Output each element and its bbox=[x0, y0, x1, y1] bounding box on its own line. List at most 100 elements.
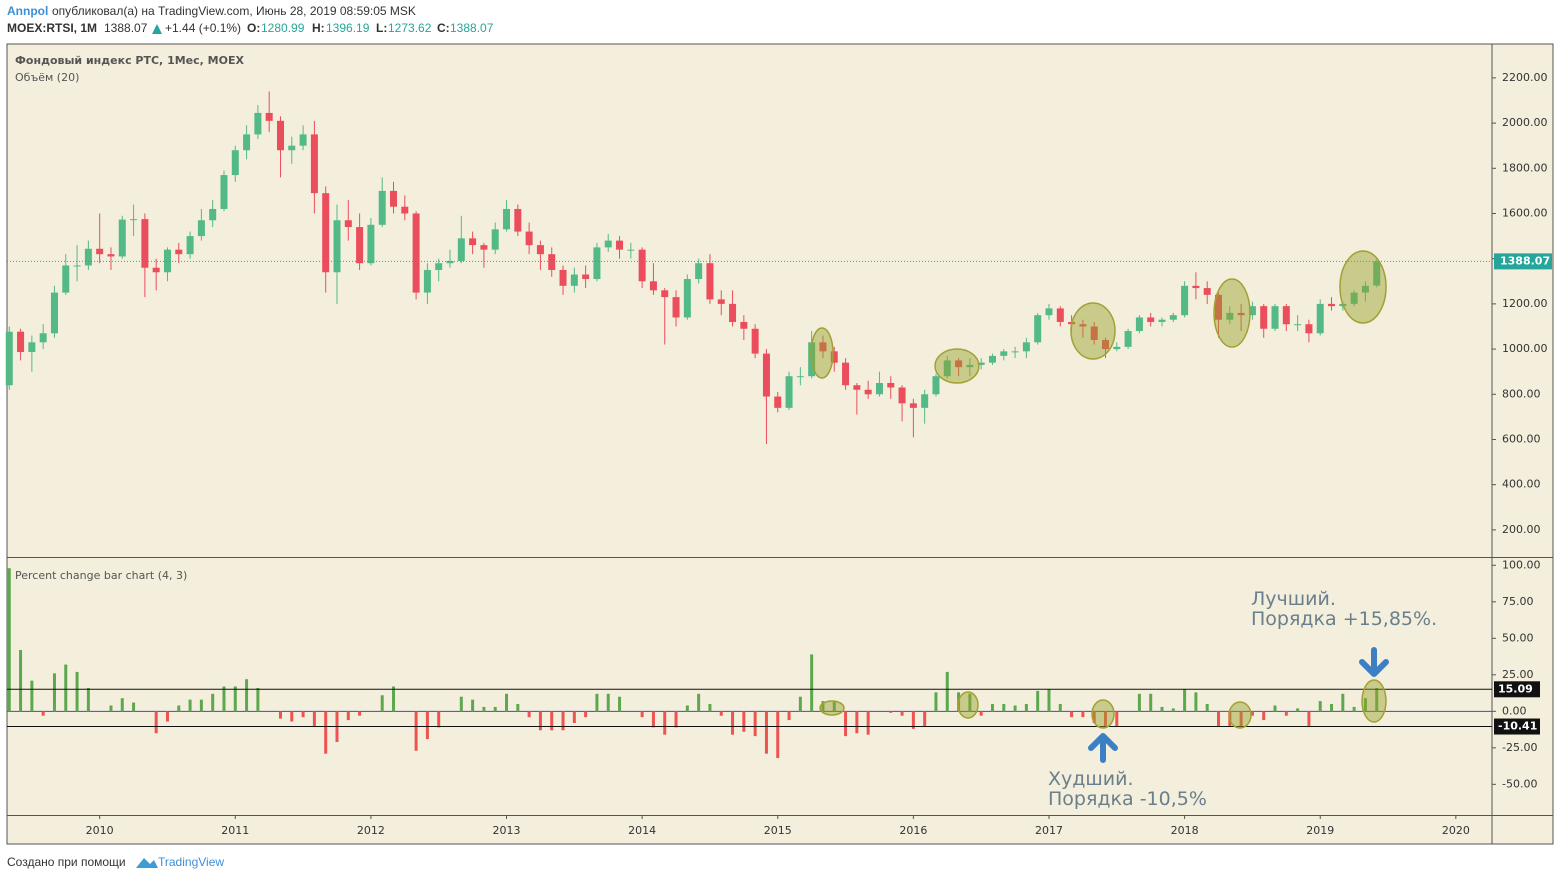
highlights bbox=[810, 250, 1387, 729]
bar bbox=[177, 705, 181, 712]
bar bbox=[640, 711, 644, 718]
candle-body bbox=[5, 331, 13, 386]
bar bbox=[471, 699, 475, 712]
candle-body bbox=[1045, 308, 1053, 316]
up-icon bbox=[152, 24, 162, 34]
bar bbox=[1341, 693, 1345, 712]
candle-body bbox=[988, 355, 996, 363]
candle-body bbox=[163, 249, 171, 273]
y-tick-label: 75.00 bbox=[1502, 595, 1534, 608]
candle-body bbox=[559, 269, 567, 286]
y-tick-label: 1600.00 bbox=[1502, 206, 1548, 219]
bar bbox=[516, 704, 520, 712]
candle-body bbox=[740, 321, 748, 329]
candle-body bbox=[898, 387, 906, 404]
bar bbox=[697, 693, 701, 712]
bar bbox=[493, 706, 497, 712]
candle-body bbox=[1192, 285, 1200, 289]
bar bbox=[572, 711, 576, 724]
candle-body bbox=[582, 274, 590, 280]
l-label: L: bbox=[376, 21, 387, 35]
candle-body bbox=[1316, 303, 1324, 334]
candle-body bbox=[627, 249, 635, 251]
bar bbox=[414, 711, 418, 751]
bar bbox=[1375, 687, 1379, 712]
bar bbox=[934, 692, 938, 712]
bar bbox=[154, 711, 158, 734]
candle-body bbox=[243, 134, 251, 151]
candle-body bbox=[401, 206, 409, 214]
last-price: 1388.07 bbox=[104, 21, 148, 35]
candle-body bbox=[683, 279, 691, 318]
bar bbox=[30, 680, 34, 712]
bar bbox=[233, 686, 237, 712]
candle-body bbox=[435, 263, 443, 270]
candle-body bbox=[457, 238, 465, 261]
candle-body bbox=[661, 290, 669, 298]
bar bbox=[866, 711, 870, 735]
footer-brand[interactable]: TradingView bbox=[158, 855, 224, 869]
bar bbox=[358, 711, 362, 716]
candle-body bbox=[39, 333, 47, 343]
bar bbox=[1296, 708, 1300, 712]
bar bbox=[550, 711, 554, 731]
bar bbox=[1137, 693, 1141, 712]
candle-body bbox=[1294, 324, 1302, 326]
bar bbox=[1058, 704, 1062, 712]
highlight bbox=[1091, 699, 1115, 729]
bar bbox=[821, 701, 825, 712]
candle-body bbox=[604, 240, 612, 248]
bar bbox=[346, 711, 350, 721]
candle-body bbox=[1113, 346, 1121, 350]
candle-body bbox=[1022, 342, 1030, 352]
candle-body bbox=[785, 376, 793, 408]
y-tick-label: 2200.00 bbox=[1502, 71, 1548, 84]
candle-body bbox=[1282, 306, 1290, 325]
bar bbox=[245, 679, 249, 712]
annotation: Худший. bbox=[1048, 768, 1134, 790]
x-tick-label: 2017 bbox=[1035, 824, 1063, 837]
o-label: O: bbox=[247, 21, 260, 35]
x-tick-label: 2019 bbox=[1306, 824, 1334, 837]
candle-body bbox=[175, 249, 183, 255]
candle-body bbox=[1147, 317, 1155, 322]
arrows bbox=[1088, 647, 1389, 763]
candle-body bbox=[141, 219, 149, 268]
bar bbox=[1352, 706, 1356, 712]
bar bbox=[199, 699, 203, 712]
bar bbox=[731, 711, 735, 735]
y-tick-label: 100.00 bbox=[1502, 558, 1541, 571]
h-value: 1396.19 bbox=[326, 21, 370, 35]
bar bbox=[1363, 698, 1367, 712]
candle-body bbox=[50, 292, 58, 334]
candle-body bbox=[717, 299, 725, 304]
candle-body bbox=[548, 254, 556, 270]
bar bbox=[75, 671, 79, 712]
bar bbox=[505, 693, 509, 712]
candle-body bbox=[1237, 312, 1245, 316]
x-tick-label: 2012 bbox=[357, 824, 385, 837]
bar bbox=[900, 711, 904, 716]
candle-body bbox=[186, 236, 194, 255]
candle-body bbox=[107, 254, 115, 257]
author[interactable]: Annpol bbox=[7, 4, 48, 18]
candle-body bbox=[356, 227, 364, 264]
chart-title: Фондовый индекс РТС, 1Мес, MOEX bbox=[15, 54, 244, 67]
bar bbox=[109, 705, 113, 712]
bar bbox=[437, 711, 441, 728]
candle-body bbox=[932, 376, 940, 395]
candle-body bbox=[751, 328, 759, 354]
candle-body bbox=[864, 389, 872, 395]
indicator-title: Percent change bar chart (4, 3) bbox=[15, 569, 187, 582]
candle-body bbox=[378, 190, 386, 225]
c-value: 1388.07 bbox=[450, 21, 494, 35]
candle-body bbox=[1000, 351, 1008, 356]
candle-body bbox=[1090, 326, 1098, 341]
candle-body bbox=[84, 248, 92, 266]
x-tick-label: 2013 bbox=[493, 824, 521, 837]
candle-body bbox=[649, 281, 657, 291]
highlight bbox=[1228, 701, 1252, 729]
candle-body bbox=[875, 382, 883, 395]
level-label: 15.09 bbox=[1498, 682, 1533, 695]
